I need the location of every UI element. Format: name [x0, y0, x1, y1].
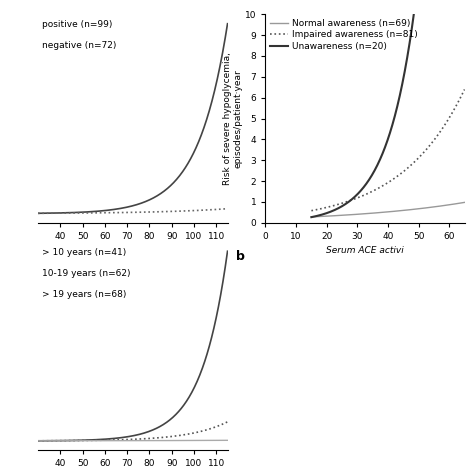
Text: positive (n=99): positive (n=99) — [42, 20, 112, 29]
Y-axis label: Risk of severe hypoglycemia,
episodes/patient·year: Risk of severe hypoglycemia, episodes/pa… — [223, 52, 242, 185]
Text: > 10 years (n=41): > 10 years (n=41) — [42, 248, 126, 257]
Text: > 19 years (n=68): > 19 years (n=68) — [42, 290, 126, 299]
Text: b: b — [236, 250, 245, 263]
Text: 10-19 years (n=62): 10-19 years (n=62) — [42, 269, 130, 278]
Text: negative (n=72): negative (n=72) — [42, 41, 116, 50]
Legend: Normal awareness (n=69), Impaired awareness (n=81), Unawareness (n=20): Normal awareness (n=69), Impaired awaren… — [270, 19, 418, 51]
X-axis label: Serum ACE activity, U per litre: Serum ACE activity, U per litre — [64, 246, 201, 255]
X-axis label: Serum ACE activi: Serum ACE activi — [326, 246, 404, 255]
